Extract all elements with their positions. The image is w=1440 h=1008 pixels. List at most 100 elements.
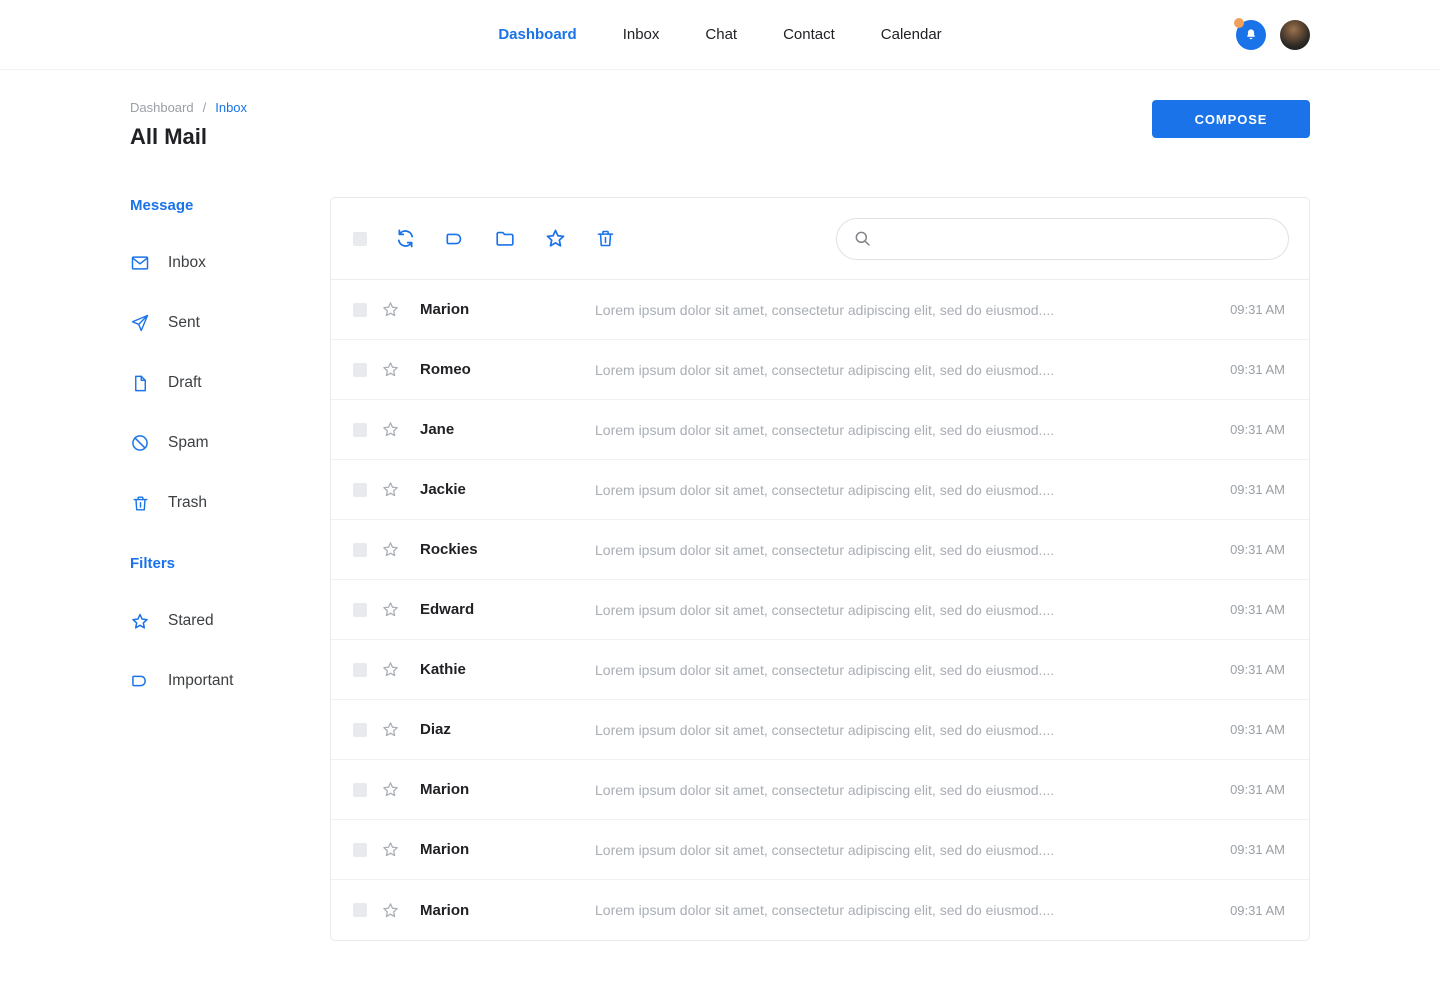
sidebar-item-stared[interactable]: Stared (130, 609, 330, 633)
nav-item-contact[interactable]: Contact (783, 26, 835, 43)
sender-name: Marion (420, 841, 470, 858)
row-checkbox[interactable] (353, 302, 367, 317)
mail-row[interactable]: Marion Lorem ipsum dolor sit amet, conse… (331, 820, 1309, 880)
row-checkbox[interactable] (353, 903, 367, 917)
star-icon (130, 611, 150, 631)
row-star-icon[interactable] (381, 540, 400, 559)
sender-name: Marion (420, 781, 470, 798)
refresh-button[interactable] (393, 227, 417, 251)
timestamp: 09:31 AM (1230, 602, 1285, 617)
avatar[interactable] (1280, 19, 1310, 50)
preview-text: Lorem ipsum dolor sit amet, consectetur … (595, 781, 1055, 798)
sidebar-item-spam[interactable]: Spam (130, 431, 330, 455)
timestamp: 09:31 AM (1230, 542, 1285, 557)
timestamp: 09:31 AM (1230, 722, 1285, 737)
preview-text: Lorem ipsum dolor sit amet, consectetur … (595, 902, 1055, 918)
nav-item-inbox[interactable]: Inbox (622, 26, 660, 43)
sender-name: Marion (420, 301, 470, 318)
star-button[interactable] (543, 227, 567, 251)
sidebar-item-label: Stared (168, 612, 214, 629)
mail-row[interactable]: Marion Lorem ipsum dolor sit amet, conse… (331, 760, 1309, 820)
nav-links: Dashboard Inbox Chat Contact Calendar (498, 26, 941, 43)
trash-icon (595, 228, 616, 249)
sender-name: Kathie (420, 661, 466, 678)
row-star-icon[interactable] (381, 720, 400, 739)
select-all-checkbox[interactable] (353, 231, 367, 246)
row-checkbox[interactable] (353, 362, 367, 377)
trash-button[interactable] (593, 227, 617, 251)
sidebar-item-inbox[interactable]: Inbox (130, 251, 330, 275)
sidebar-section-header-message: Message (130, 197, 194, 214)
preview-text: Lorem ipsum dolor sit amet, consectetur … (595, 481, 1055, 498)
compose-button[interactable]: COMPOSE (1152, 100, 1310, 138)
row-star-icon[interactable] (381, 600, 400, 619)
timestamp: 09:31 AM (1230, 422, 1285, 437)
row-checkbox[interactable] (353, 662, 367, 677)
timestamp: 09:31 AM (1230, 482, 1285, 497)
row-checkbox[interactable] (353, 542, 367, 557)
row-checkbox[interactable] (353, 482, 367, 497)
timestamp: 09:31 AM (1230, 302, 1285, 317)
row-star-icon[interactable] (381, 420, 400, 439)
preview-text: Lorem ipsum dolor sit amet, consectetur … (595, 661, 1055, 678)
row-checkbox[interactable] (353, 722, 367, 737)
mail-row[interactable]: Marion Lorem ipsum dolor sit amet, conse… (331, 880, 1309, 940)
label-button[interactable] (443, 227, 467, 251)
mail-row[interactable]: Diaz Lorem ipsum dolor sit amet, consect… (331, 700, 1309, 760)
mail-row[interactable]: Jane Lorem ipsum dolor sit amet, consect… (331, 400, 1309, 460)
mail-row[interactable]: Romeo Lorem ipsum dolor sit amet, consec… (331, 340, 1309, 400)
preview-text: Lorem ipsum dolor sit amet, consectetur … (595, 601, 1055, 618)
sidebar-item-trash[interactable]: Trash (130, 491, 330, 515)
mail-row[interactable]: Marion Lorem ipsum dolor sit amet, conse… (331, 280, 1309, 340)
row-checkbox[interactable] (353, 422, 367, 437)
row-star-icon[interactable] (381, 901, 400, 920)
sidebar-section-header-filters: Filters (130, 555, 176, 572)
breadcrumb-separator: / (202, 100, 207, 115)
sender-name: Marion (420, 901, 470, 919)
preview-text: Lorem ipsum dolor sit amet, consectetur … (595, 541, 1055, 558)
mail-row[interactable]: Rockies Lorem ipsum dolor sit amet, cons… (331, 520, 1309, 580)
row-checkbox[interactable] (353, 782, 367, 797)
preview-text: Lorem ipsum dolor sit amet, consectetur … (595, 841, 1055, 858)
folder-button[interactable] (493, 227, 517, 251)
row-star-icon[interactable] (381, 360, 400, 379)
sidebar-item-draft[interactable]: Draft (130, 371, 330, 395)
row-star-icon[interactable] (381, 480, 400, 499)
preview-text: Lorem ipsum dolor sit amet, consectetur … (595, 361, 1055, 378)
sidebar-item-label: Important (168, 672, 234, 689)
mail-row[interactable]: Kathie Lorem ipsum dolor sit amet, conse… (331, 640, 1309, 700)
spam-icon (130, 433, 150, 453)
trash-icon (130, 493, 150, 513)
sidebar-item-sent[interactable]: Sent (130, 311, 330, 335)
row-checkbox[interactable] (353, 842, 367, 857)
search-input[interactable] (884, 230, 1272, 247)
nav-item-chat[interactable]: Chat (705, 26, 738, 43)
preview-text: Lorem ipsum dolor sit amet, consectetur … (595, 421, 1055, 438)
row-checkbox[interactable] (353, 602, 367, 617)
nav-item-dashboard[interactable]: Dashboard (498, 26, 577, 43)
row-star-icon[interactable] (381, 840, 400, 859)
sidebar: Message Inbox Sent (130, 197, 330, 941)
refresh-icon (394, 227, 417, 250)
top-nav: Dashboard Inbox Chat Contact Calendar (0, 0, 1440, 70)
label-icon (444, 228, 466, 250)
nav-item-calendar[interactable]: Calendar (880, 26, 942, 43)
sidebar-item-important[interactable]: Important (130, 669, 330, 693)
star-icon (544, 227, 567, 250)
row-star-icon[interactable] (381, 660, 400, 679)
timestamp: 09:31 AM (1230, 362, 1285, 377)
breadcrumb-dashboard[interactable]: Dashboard (130, 100, 194, 115)
mail-card: Marion Lorem ipsum dolor sit amet, conse… (330, 197, 1310, 941)
breadcrumb-inbox[interactable]: Inbox (215, 100, 248, 115)
draft-icon (130, 373, 150, 393)
row-star-icon[interactable] (381, 780, 400, 799)
mail-row[interactable]: Jackie Lorem ipsum dolor sit amet, conse… (331, 460, 1309, 520)
sender-name: Rockies (420, 541, 478, 558)
folder-icon (494, 228, 516, 250)
preview-text: Lorem ipsum dolor sit amet, consectetur … (595, 721, 1055, 738)
mail-icon (130, 253, 150, 273)
mail-rows: Marion Lorem ipsum dolor sit amet, conse… (331, 280, 1309, 940)
mail-row[interactable]: Edward Lorem ipsum dolor sit amet, conse… (331, 580, 1309, 640)
notification-button[interactable] (1234, 17, 1266, 50)
row-star-icon[interactable] (381, 300, 400, 319)
